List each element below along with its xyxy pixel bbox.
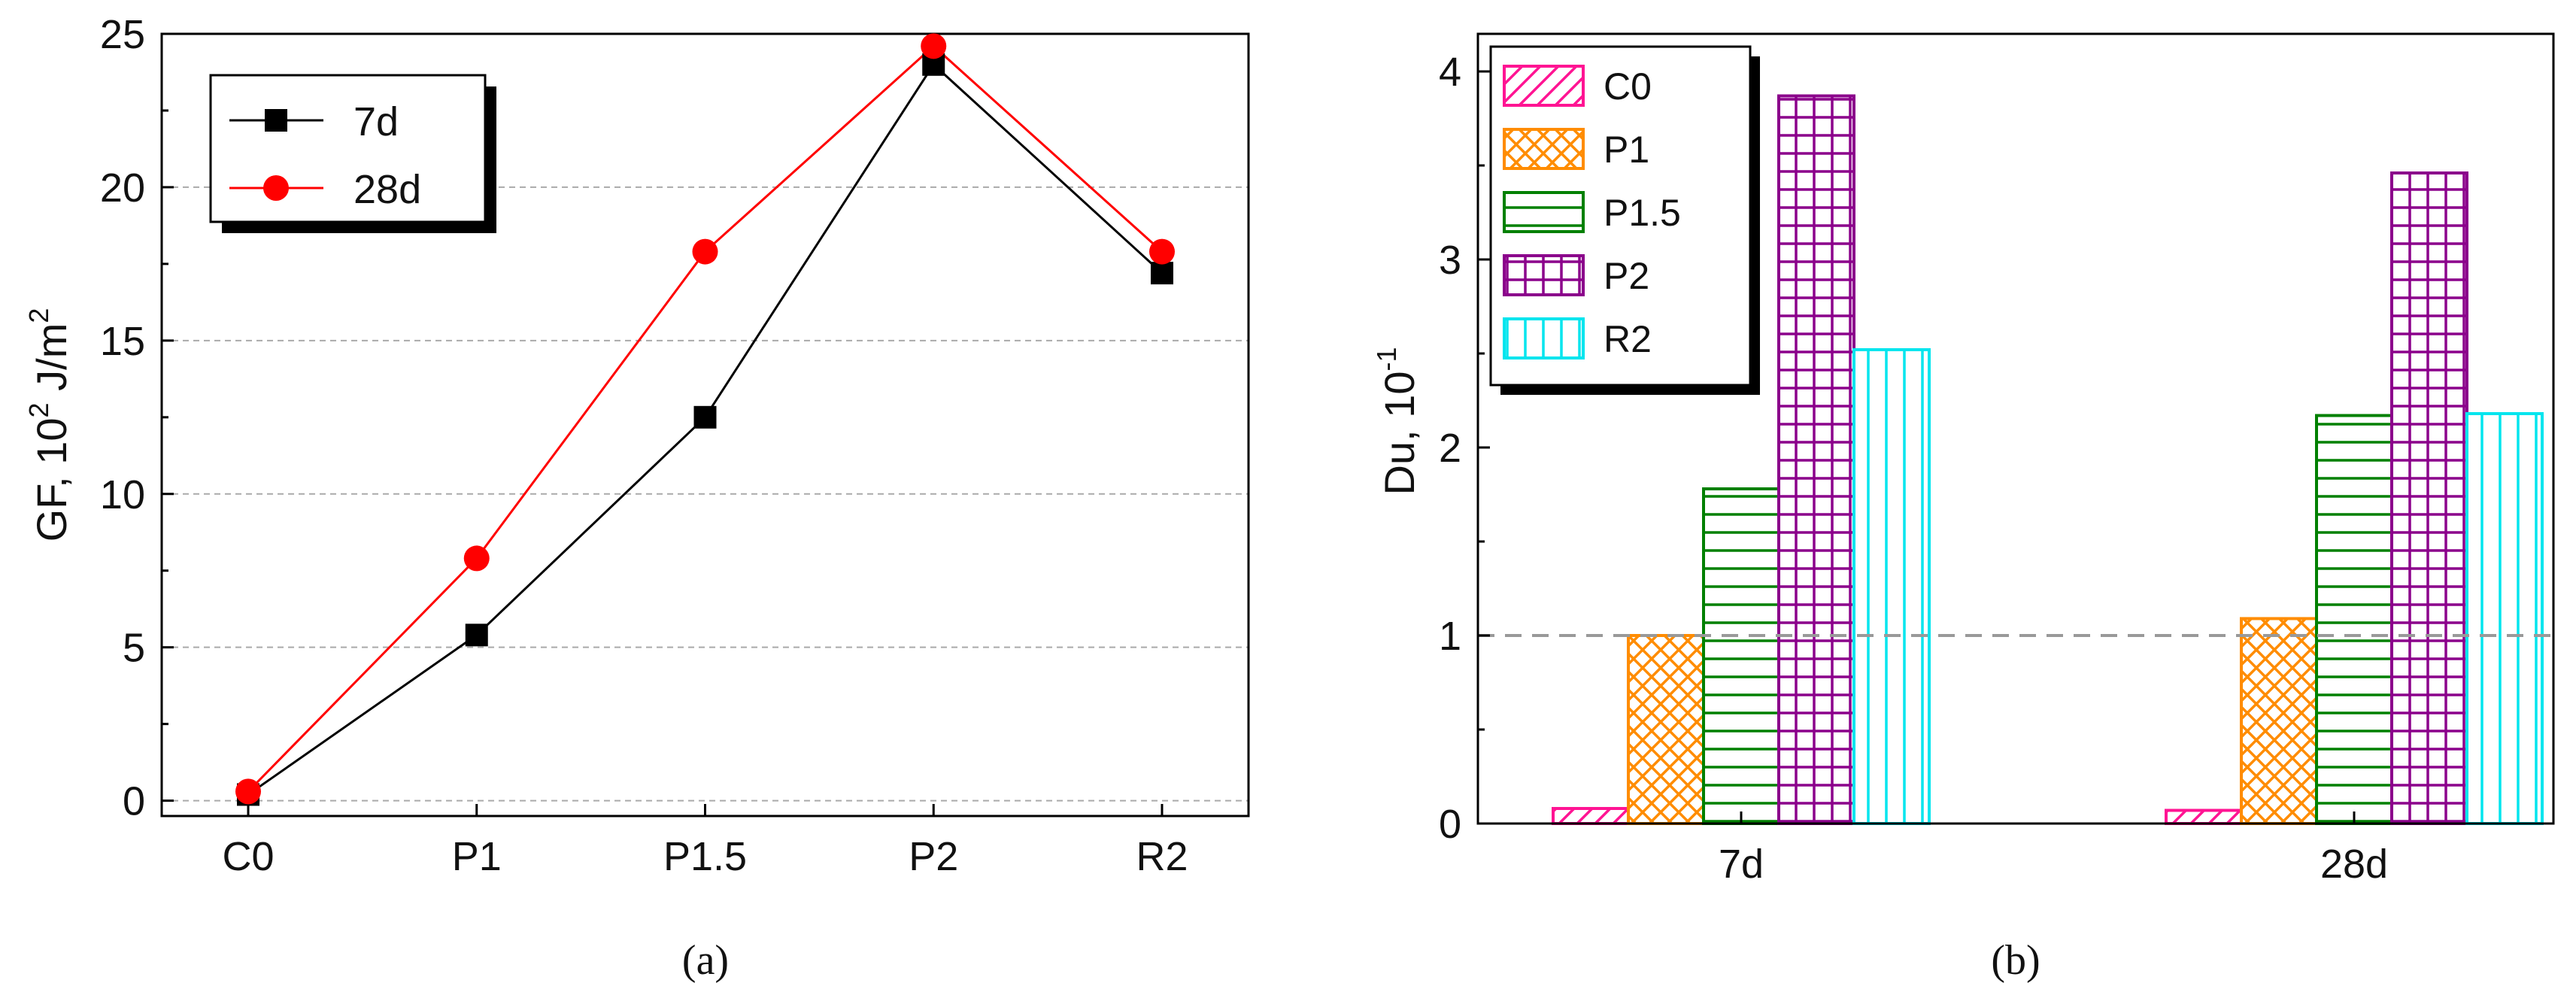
a-y-tick-label: 25 xyxy=(100,12,145,57)
a-point-28d-P1 xyxy=(463,545,490,572)
b-legend-label-C0: C0 xyxy=(1604,65,1652,108)
b-legend-swatch-C0 xyxy=(1503,65,1585,107)
a-legend-28d-marker xyxy=(263,175,289,201)
a-point-7d-P1 xyxy=(465,623,488,647)
b-bar-P1-28d xyxy=(2240,617,2318,825)
b-caption: (b) xyxy=(1991,937,2040,984)
b-bar-C0-7d xyxy=(1552,807,1630,825)
b-bar-R2-28d xyxy=(2465,412,2544,825)
b-bar-P2-28d xyxy=(2390,171,2468,825)
a-point-7d-P1.5 xyxy=(693,405,717,429)
a-y-axis-label: GF, 102 J/m2 xyxy=(23,308,75,542)
a-x-tick-label: C0 xyxy=(222,834,274,879)
b-bars-layer xyxy=(1552,94,2544,825)
a-legend-7d-label: 7d xyxy=(353,99,399,144)
a-y-tick-label: 0 xyxy=(123,779,145,824)
b-legend-swatch-R2 xyxy=(1503,317,1585,359)
b-bar-R2-7d xyxy=(1852,348,1931,825)
a-y-tick-label: 20 xyxy=(100,165,145,211)
b-legend: C0 P1 P1.5 P2 R2 xyxy=(1489,45,1760,395)
b-legend-swatch-P2 xyxy=(1503,254,1585,296)
b-bar-P1.5-7d xyxy=(1702,487,1780,825)
a-y-tick-label: 5 xyxy=(123,626,145,671)
b-legend-swatch-P1.5 xyxy=(1503,191,1585,233)
a-caption: (a) xyxy=(682,937,729,984)
b-y-tick-label: 0 xyxy=(1439,802,1461,847)
b-legend-label-P1: P1 xyxy=(1604,129,1649,171)
b-bar-C0-28d xyxy=(2165,808,2243,825)
a-point-28d-P2 xyxy=(921,33,947,59)
a-point-28d-R2 xyxy=(1149,238,1175,265)
a-legend-7d-marker xyxy=(265,109,287,132)
b-y-tick-label: 2 xyxy=(1439,426,1461,471)
a-point-7d-R2 xyxy=(1151,262,1173,285)
a-point-28d-P1.5 xyxy=(692,238,718,265)
b-legend-label-P2: P2 xyxy=(1604,255,1649,297)
a-x-tick-label: R2 xyxy=(1136,834,1188,879)
b-x-tick-label: 28d xyxy=(2320,842,2388,887)
a-x-tick-label: P1.5 xyxy=(663,834,747,879)
a-x-tick-label: P1 xyxy=(452,834,502,879)
b-bar-P1-7d xyxy=(1627,634,1705,825)
b-legend-swatch-P1 xyxy=(1503,128,1585,170)
a-y-tick-label: 10 xyxy=(100,472,145,517)
b-y-tick-label: 3 xyxy=(1439,238,1461,283)
b-y-tick-label: 1 xyxy=(1439,614,1461,659)
b-y-axis-label: Du, 10-1 xyxy=(1371,347,1423,495)
b-legend-label-R2: R2 xyxy=(1604,318,1652,360)
a-y-axis-ticks: 0 5 10 15 20 25 xyxy=(100,12,174,824)
b-bar-P2-7d xyxy=(1777,94,1855,825)
a-series-layer xyxy=(235,33,1175,806)
b-y-axis-ticks: 0 1 2 3 4 xyxy=(1439,50,1490,847)
a-x-axis-ticks: C0 P1 P1.5 P2 R2 xyxy=(222,804,1188,879)
b-legend-label-P1.5: P1.5 xyxy=(1604,192,1681,234)
b-x-axis-ticks: 7d 28d xyxy=(1719,811,2388,887)
b-y-tick-label: 4 xyxy=(1439,50,1461,95)
a-legend-28d-label: 28d xyxy=(353,167,421,212)
b-plot-frame xyxy=(1476,32,2555,825)
panel-a-line-chart: 0 5 10 15 20 25 C0 P1 P1.5 P2 R2 GF, 102 J/m2 7d … xyxy=(23,12,1250,984)
a-point-28d-C0 xyxy=(235,778,261,805)
b-x-tick-label: 7d xyxy=(1719,842,1764,887)
a-x-tick-label: P2 xyxy=(909,834,958,879)
b-bar-P1.5-28d xyxy=(2315,414,2393,825)
a-legend: 7d 28d xyxy=(209,74,496,233)
a-y-tick-label: 15 xyxy=(100,319,145,364)
panel-b-bar-chart: 0 1 2 3 4 7d 28d Du, 10-1 C0 P1 P1.5 P2 R2 (b) xyxy=(1371,32,2555,984)
